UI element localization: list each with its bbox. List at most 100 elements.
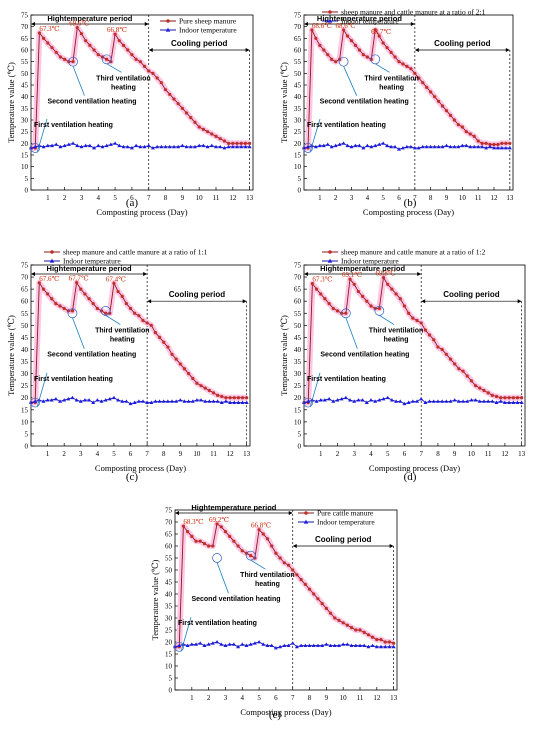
high-period-label: Hightemperature period: [320, 264, 405, 273]
compost-temperature-point: [318, 43, 322, 47]
compost-temperature-point: [452, 118, 457, 122]
indoor-temperature-point: [402, 401, 407, 406]
compost-temperature-point: [163, 88, 168, 92]
indoor-temperature-point: [194, 642, 199, 646]
x-tick-label: 10: [468, 450, 476, 458]
legend-marker: [49, 258, 55, 263]
indoor-temperature-point: [71, 141, 76, 145]
indoor-temperature-point: [473, 398, 478, 402]
x-tick-label: 12: [227, 450, 235, 458]
indoor-temperature-point: [188, 144, 193, 149]
indoor-temperature-point: [348, 398, 353, 402]
y-tick-label: 55: [165, 555, 173, 563]
y-tick-label: 20: [294, 394, 302, 402]
indoor-temperature-point: [278, 644, 283, 649]
x-tick-label: 12: [501, 450, 509, 458]
compost-temperature-point: [515, 396, 520, 400]
compost-temperature-point: [199, 384, 203, 388]
y-tick-label: 35: [294, 105, 302, 113]
compost-temperature-point: [381, 275, 386, 280]
x-tick-label: 2: [62, 450, 66, 458]
x-tick-label: 1: [46, 450, 50, 458]
indoor-temperature-point: [214, 144, 218, 149]
compost-temperature-point: [341, 621, 345, 625]
third-ventilation-arrow: [105, 315, 121, 325]
compost-temperature-point: [436, 99, 441, 103]
compost-temperature-point: [456, 123, 460, 127]
indoor-temperature-point: [100, 144, 105, 149]
compost-temperature-point: [444, 109, 449, 113]
compost-temperature-point: [327, 302, 331, 306]
indoor-temperature-point: [111, 395, 116, 400]
compost-temperature-point: [142, 64, 147, 68]
legend-marker: [50, 250, 54, 254]
compost-temperature-point: [460, 125, 464, 129]
indoor-temperature-point: [366, 644, 371, 649]
compost-temperature-point: [197, 125, 201, 129]
compost-temperature-point: [42, 36, 46, 40]
indoor-temperature-point: [232, 400, 237, 404]
indoor-temperature-point: [419, 396, 424, 401]
indoor-temperature-point: [129, 146, 134, 150]
indoor-temperature-point: [132, 400, 137, 404]
compost-temperature-point: [211, 544, 215, 548]
compost-temperature-point: [328, 611, 333, 615]
second-ventilation-arrow: [216, 562, 229, 594]
panel-label: (a): [126, 197, 139, 209]
high-period-label: Hightemperature period: [47, 264, 132, 273]
y-tick-label: 55: [21, 310, 29, 318]
compost-temperature-point: [257, 528, 261, 532]
plot-frame: [303, 264, 526, 447]
compost-temperature-point: [168, 92, 172, 96]
x-tick-label: 6: [403, 450, 407, 458]
indoor-temperature-point: [353, 643, 358, 647]
compost-temperature-point: [401, 62, 405, 66]
indoor-temperature-point: [408, 144, 413, 149]
indoor-temperature-point: [265, 643, 270, 647]
compost-temperature-point: [478, 386, 482, 390]
indoor-temperature-point: [50, 143, 55, 148]
indoor-temperature-point: [257, 640, 262, 644]
compost-temperature-point: [249, 554, 253, 558]
y-tick-label: 50: [21, 322, 29, 330]
compost-temperature-point: [349, 626, 354, 630]
indoor-temperature-point: [171, 144, 176, 149]
indoor-temperature-point: [177, 643, 182, 647]
indoor-temperature-point: [230, 144, 235, 149]
indoor-temperature-point: [335, 398, 340, 402]
legend-label: sheep manure and cattle manure at a rati…: [341, 248, 486, 257]
compost-temperature-point: [120, 294, 124, 298]
indoor-temperature-point: [261, 642, 266, 646]
indoor-temperature-point: [322, 398, 327, 402]
compost-temperature-point: [423, 328, 427, 332]
indoor-temperature-point: [328, 643, 333, 647]
indoor-temperature-point: [456, 399, 461, 403]
peak-temperature-label: 67.3℃: [39, 25, 59, 33]
indoor-temperature-point: [170, 399, 175, 403]
indoor-temperature-point: [240, 400, 245, 404]
y-tick-label: 30: [21, 117, 29, 125]
compost-temperature-point: [124, 302, 128, 306]
y-axis-label: Temperature value (℃): [279, 62, 289, 143]
indoor-temperature-point: [341, 642, 346, 646]
y-tick-label: 20: [21, 140, 29, 148]
compost-temperature-point: [248, 141, 252, 145]
compost-temperature-point: [448, 113, 453, 117]
first-ventilation-label: First ventilation heating: [178, 620, 257, 627]
peak-temperature-label: 67.4℃: [106, 275, 126, 283]
compost-temperature-point: [337, 618, 341, 623]
indoor-temperature-point: [92, 146, 97, 150]
x-tick-label: 5: [112, 450, 116, 458]
compost-temperature-point: [440, 347, 444, 352]
indoor-temperature-point: [373, 143, 378, 148]
y-tick-label: 10: [21, 418, 29, 426]
peak-temperature-label: 67.7℃: [69, 275, 89, 283]
compost-temperature-point: [216, 393, 220, 397]
y-tick-label: 70: [294, 274, 302, 282]
indoor-temperature-point: [235, 144, 240, 149]
x-tick-label: 13: [506, 194, 514, 202]
second-ventilation-label: Second ventilation heating: [191, 596, 280, 603]
legend-label: sheep manure and cattle manure at a rati…: [63, 248, 208, 257]
compost-temperature-point: [324, 606, 328, 611]
